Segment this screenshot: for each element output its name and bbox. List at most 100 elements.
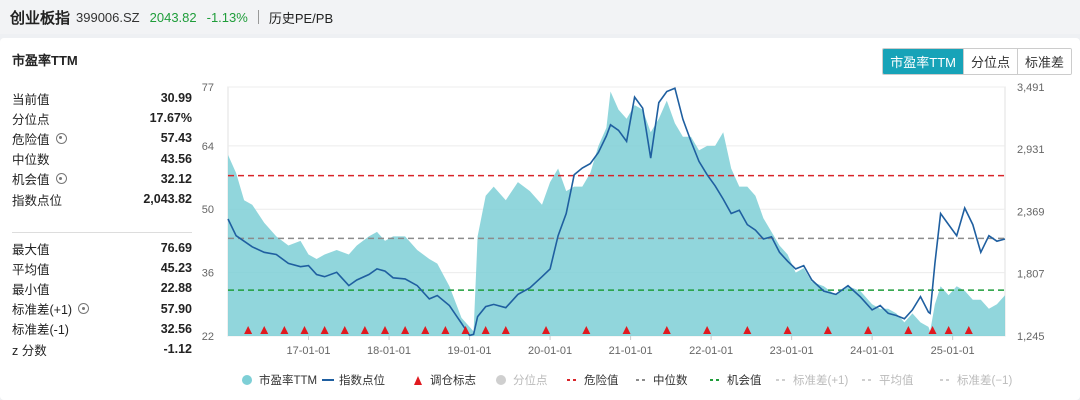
stat-value: 17.67% xyxy=(149,111,192,126)
signal-marker xyxy=(360,326,369,334)
gear-icon[interactable] xyxy=(55,173,67,185)
y-left-tick-label: 36 xyxy=(202,268,214,280)
stat-value: 2,043.82 xyxy=(143,192,192,207)
stats-bottom: 最大值 76.69 平均值 45.23 最小值 22.88 标准差(+1) 57.90 … xyxy=(12,238,192,359)
stat-row: 最小值 22.88 xyxy=(12,278,192,298)
stat-value: 76.69 xyxy=(160,241,192,256)
stat-label: z 分数 xyxy=(12,343,47,358)
y-left-tick-label: 77 xyxy=(202,82,214,94)
x-tick-label: 20-01-01 xyxy=(528,345,572,357)
header-bar: 创业板指 399006.SZ 2043.82 -1.13% 历史PE/PB xyxy=(0,0,1080,34)
index-name: 创业板指 xyxy=(10,9,71,27)
stat-label: 分位点 xyxy=(12,112,50,127)
y-right-tick-label: 3,491 xyxy=(1017,82,1045,94)
signal-marker xyxy=(662,326,671,334)
std-dev-button[interactable]: 标准差 xyxy=(1016,49,1071,74)
legend-marker xyxy=(242,375,252,385)
y-right-tick-label: 2,369 xyxy=(1017,206,1045,218)
y-right-tick-label: 1,245 xyxy=(1017,331,1045,343)
signal-marker xyxy=(928,326,937,334)
gear-icon[interactable] xyxy=(78,303,90,315)
x-tick-label: 22-01-01 xyxy=(689,345,733,357)
x-tick-label: 23-01-01 xyxy=(770,345,814,357)
signal-marker xyxy=(944,326,953,334)
stat-row: 标准差(-1) 32.56 xyxy=(12,319,192,339)
stats-top: 当前值 30.99 分位点 17.67% 危险值 57.43 中位数 43.56 机会值… xyxy=(12,88,192,209)
index-change: -1.13% xyxy=(206,9,248,25)
index-line xyxy=(227,87,1006,337)
stat-label: 标准差(+1) xyxy=(12,303,73,318)
legend-label: 平均值 xyxy=(879,374,914,387)
signal-marker xyxy=(622,326,631,334)
stat-row: 最大值 76.69 xyxy=(12,238,192,258)
stat-label: 指数点位 xyxy=(12,193,63,208)
y-left-tick-label: 64 xyxy=(202,141,214,153)
stat-row: 危险值 57.43 xyxy=(12,128,192,148)
x-tick-label: 24-01-01 xyxy=(850,345,894,357)
legend-label: 机会值 xyxy=(727,373,762,387)
legend-label: 标准差(−1) xyxy=(957,373,1012,387)
stat-value: 32.12 xyxy=(160,171,192,186)
stat-row: 中位数 43.56 xyxy=(12,149,192,169)
stat-value: 43.56 xyxy=(160,151,192,166)
pe-ttm-button[interactable]: 市盈率TTM xyxy=(883,49,963,74)
stat-value: 22.88 xyxy=(160,281,192,296)
stats-divider xyxy=(12,232,192,233)
stat-value: 30.99 xyxy=(160,91,192,106)
x-tick-label: 18-01-01 xyxy=(367,345,411,357)
stat-row: 分位点 17.67% xyxy=(12,108,192,128)
signal-marker xyxy=(904,326,913,334)
x-tick-label: 21-01-01 xyxy=(609,345,653,357)
stat-label: 标准差(-1) xyxy=(12,323,69,338)
signal-marker xyxy=(280,326,289,334)
stat-value: -1.12 xyxy=(163,342,193,357)
signal-marker xyxy=(401,326,410,334)
header-divider xyxy=(257,10,259,24)
signal-marker xyxy=(300,326,309,334)
signal-marker xyxy=(542,326,551,334)
stat-label-with-gear: 标准差(+1) xyxy=(12,299,90,318)
signal-marker xyxy=(964,326,973,334)
index-code: 399006.SZ xyxy=(76,9,140,25)
metric-toggle-group: 市盈率TTM 分位点 标准差 xyxy=(882,48,1072,75)
signal-marker xyxy=(461,326,470,334)
signal-marker xyxy=(501,326,510,334)
stat-value: 57.43 xyxy=(160,131,192,146)
stat-label-with-gear: 机会值 xyxy=(12,169,67,188)
signal-marker xyxy=(703,326,712,334)
tab-history-pe-pb[interactable]: 历史PE/PB xyxy=(268,10,334,26)
index-price: 2043.82 xyxy=(149,9,197,25)
signal-marker xyxy=(743,326,752,334)
signal-marker xyxy=(244,326,253,334)
legend-label: 调仓标志 xyxy=(430,373,476,387)
stat-row: z 分数 -1.12 xyxy=(12,339,192,359)
stat-row: 平均值 45.23 xyxy=(12,258,192,278)
stat-label-with-gear: 危险值 xyxy=(12,129,67,148)
legend-label: 指数点位 xyxy=(339,373,385,387)
stat-label: 平均值 xyxy=(12,262,50,277)
signal-marker xyxy=(421,326,430,334)
signal-marker xyxy=(864,326,873,334)
y-left-tick-label: 22 xyxy=(202,331,214,343)
stat-value: 45.23 xyxy=(160,261,192,276)
stat-label: 最小值 xyxy=(12,282,50,297)
signal-marker xyxy=(381,326,390,334)
y-right-tick-label: 1,807 xyxy=(1017,269,1045,281)
stat-row: 指数点位 2,043.82 xyxy=(12,189,192,209)
stat-label: 机会值 xyxy=(12,173,50,188)
x-tick-label: 17-01-01 xyxy=(286,345,330,357)
gear-icon[interactable] xyxy=(55,132,67,144)
percentile-button[interactable]: 分位点 xyxy=(962,49,1017,74)
signal-marker xyxy=(783,326,792,334)
signal-marker xyxy=(320,326,329,334)
stat-row: 标准差(+1) 57.90 xyxy=(12,299,192,319)
x-tick-label: 19-01-01 xyxy=(448,345,492,357)
legend-label: 市盈率TTM xyxy=(259,373,317,387)
panel-title: 市盈率TTM xyxy=(12,53,78,68)
stat-value: 32.56 xyxy=(160,321,192,336)
stat-row: 当前值 30.99 xyxy=(12,88,192,108)
legend-label: 危险值 xyxy=(584,373,619,387)
signal-marker xyxy=(582,326,591,334)
y-right-tick-label: 2,931 xyxy=(1017,144,1045,156)
